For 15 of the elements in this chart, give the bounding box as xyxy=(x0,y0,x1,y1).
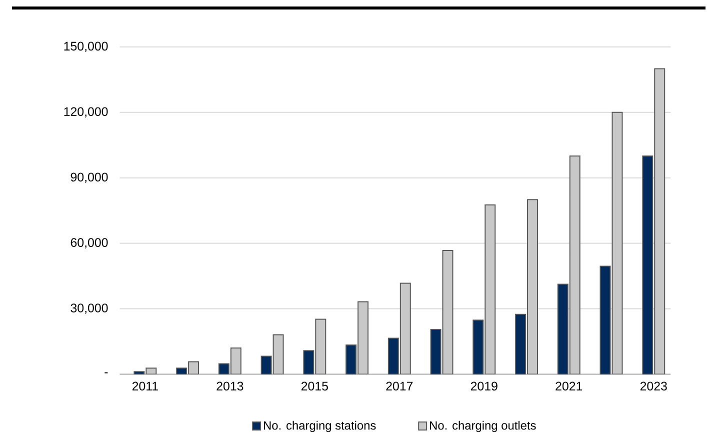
x-tick-label: 2019 xyxy=(470,382,498,390)
x-tick-label: 2011 xyxy=(132,382,158,390)
y-tick-label: 90,000 xyxy=(70,172,108,183)
y-tick-label: 30,000 xyxy=(70,304,108,314)
x-tick-label: 2015 xyxy=(301,382,328,390)
x-tick-label: 2023 xyxy=(640,382,667,390)
x-tick-label: 2021 xyxy=(556,382,582,390)
x-tick-label: 2017 xyxy=(386,382,413,390)
y-tick-label: - xyxy=(104,372,108,374)
y-tick-label: 120,000 xyxy=(64,107,108,118)
y-tick-label: 150,000 xyxy=(64,42,108,52)
legend-label: No. charging outlets xyxy=(430,420,536,432)
legend-label: No. charging stations xyxy=(264,420,376,432)
y-tick-label: 60,000 xyxy=(70,238,108,248)
x-tick-label: 2013 xyxy=(216,382,244,390)
